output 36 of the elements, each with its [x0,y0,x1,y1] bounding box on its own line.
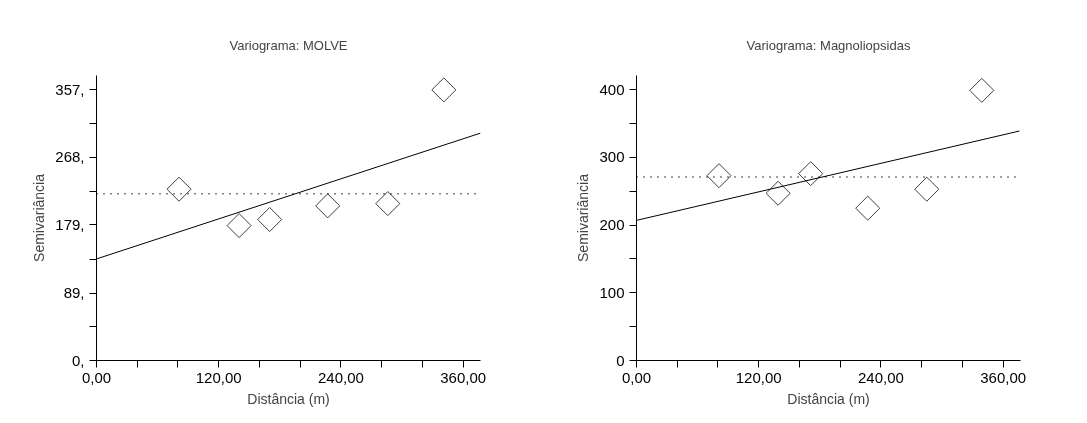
point [226,213,252,239]
point [765,180,791,206]
y-tick-label: 268, [55,148,85,166]
y-tick-label: 400 [599,80,625,98]
point [855,195,881,221]
x-tick-label: 0,00 [81,368,112,386]
point [257,207,283,233]
x-axis-title: Distância (m) [787,390,870,407]
x-axis-title: Distância (m) [247,390,330,407]
y-tick-label: 179, [55,215,85,233]
x-tick-label: 360,00 [980,368,1027,386]
point [375,191,401,217]
point [914,176,940,202]
x-tick-label: 360,00 [440,368,487,386]
point [969,77,995,103]
y-axis-title: Semivariância [31,173,48,262]
point [315,193,341,219]
x-tick-label: 0,00 [621,368,652,386]
point [166,176,192,202]
y-tick-label: 89, [63,284,85,302]
x-tick-label: 120,00 [195,368,242,386]
chart-title: Variograma: MOLVE [229,38,348,53]
x-tick-label: 240,00 [318,368,364,386]
point [798,161,824,187]
point [706,163,732,189]
y-tick-label: 357, [55,80,85,98]
y-tick-label: 100 [599,283,625,301]
y-tick-label: 200 [599,216,625,234]
y-axis-title: Semivariância [575,173,592,262]
point [431,77,457,103]
chart-title: Variograma: Magnoliopsidas [746,38,911,53]
x-tick-label: 120,00 [735,368,782,386]
y-tick-label: 0 [616,351,625,369]
y-tick-label: 300 [599,148,625,166]
x-tick-label: 240,00 [858,368,904,386]
y-tick-label: 0, [71,351,85,369]
